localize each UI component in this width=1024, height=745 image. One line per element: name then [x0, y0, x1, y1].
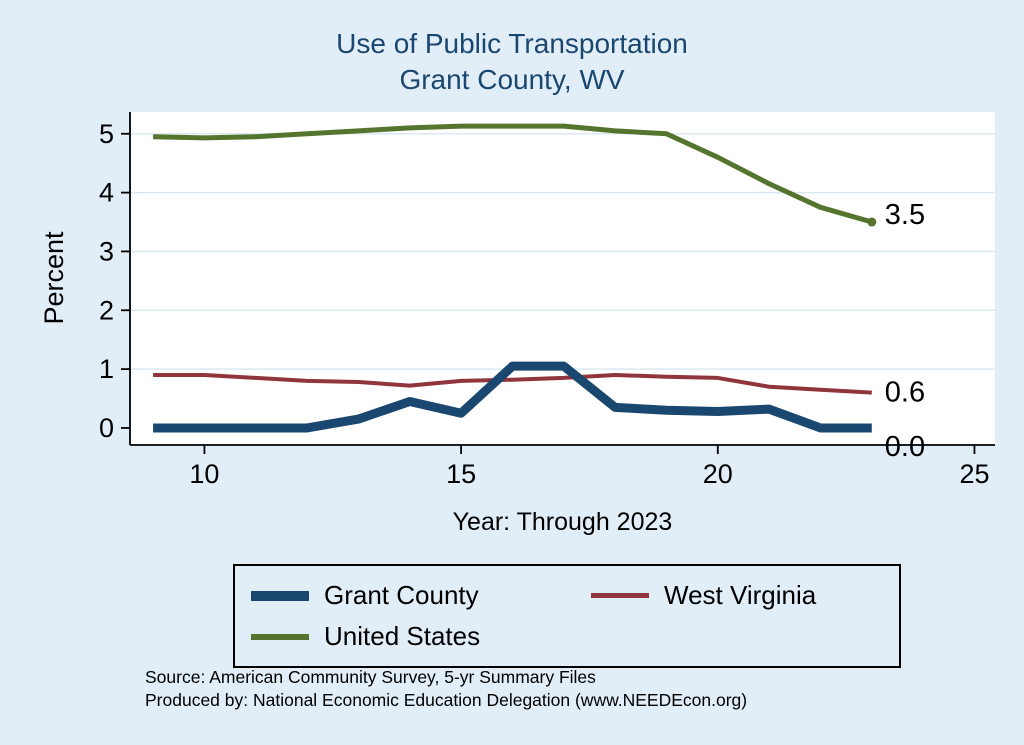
y-tick-label: 2: [99, 295, 114, 325]
x-tick-label: 15: [446, 459, 476, 489]
legend-item-grant-county: Grant County: [251, 580, 591, 611]
series-line-united-states: [153, 123, 873, 225]
source-note: Source: American Community Survey, 5-yr …: [145, 666, 1005, 712]
x-tick-label: 25: [959, 459, 989, 489]
y-tick-label: 1: [99, 354, 114, 384]
plot-area: [130, 112, 995, 445]
legend-label: United States: [324, 621, 481, 651]
series-end-dot: [867, 217, 877, 227]
legend-swatch: [591, 593, 649, 598]
series-end-label: 0.6: [885, 377, 925, 409]
y-tick-label: 5: [99, 119, 114, 149]
legend-item-united-states: United States: [251, 621, 591, 652]
y-axis-label: Percent: [39, 231, 69, 325]
legend-swatch: [251, 590, 309, 601]
y-tick-label: 4: [99, 178, 114, 208]
legend-label: Grant County: [324, 580, 479, 610]
series-line-west-virginia: [153, 372, 872, 395]
x-tick-label: 10: [189, 459, 219, 489]
y-tick-label: 3: [99, 236, 114, 266]
legend-label: West Virginia: [664, 580, 817, 610]
x-axis-label: Year: Through 2023: [452, 508, 673, 536]
series-end-label: 0.0: [885, 431, 925, 463]
series-line-grant-county: [153, 361, 872, 433]
legend-swatch: [251, 633, 309, 640]
produced-by-line: Produced by: National Economic Education…: [145, 690, 748, 710]
chart-title-line1: Use of Public Transportation: [336, 28, 688, 59]
legend-item-west-virginia: West Virginia: [591, 580, 889, 611]
y-tick-label: 0: [99, 413, 114, 443]
legend: Grant County West Virginia United States: [233, 564, 901, 668]
x-tick-label: 20: [703, 459, 733, 489]
chart-title-line2: Grant County, WV: [399, 64, 625, 95]
source-line: Source: American Community Survey, 5-yr …: [145, 667, 596, 687]
chart-title: Use of Public Transportation Grant Count…: [0, 26, 1024, 98]
series-end-label: 3.5: [885, 199, 925, 231]
